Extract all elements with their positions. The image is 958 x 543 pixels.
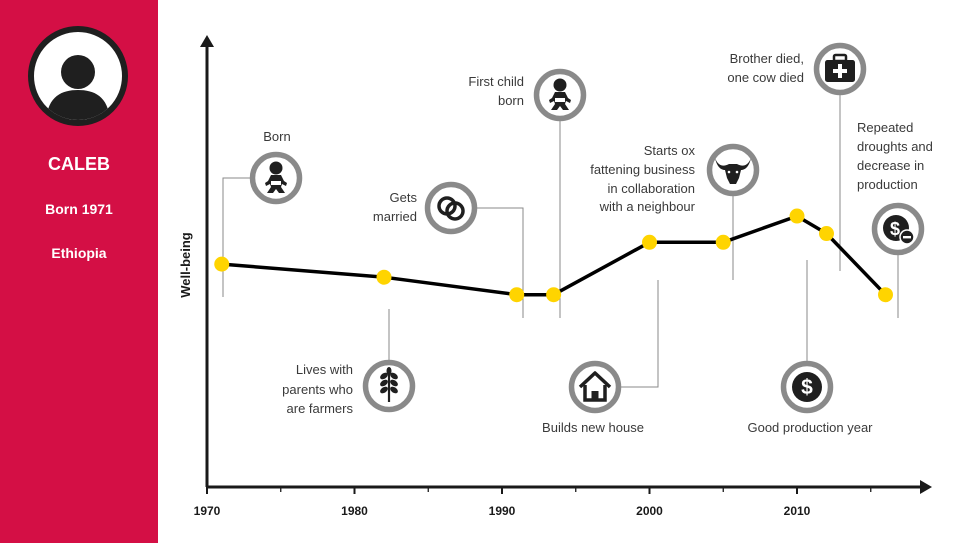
data-point — [642, 234, 657, 250]
event-label: First child — [468, 74, 524, 89]
event-label: Starts ox — [644, 143, 696, 158]
y-axis-arrow — [200, 35, 214, 47]
data-points — [214, 208, 893, 303]
profile-sidebar: CALEB Born 1971 Ethiopia — [0, 0, 158, 543]
rings-icon — [437, 196, 465, 221]
event-baby: Born — [222, 129, 303, 297]
event-ox: Starts ox fattening business in collaborat… — [590, 143, 760, 280]
profile-born: Born 1971 — [45, 201, 113, 217]
event-label: decrease in — [857, 158, 924, 173]
medical-kit-icon — [825, 53, 855, 82]
event-label: parents who — [282, 382, 353, 397]
event-label: droughts and — [857, 139, 933, 154]
baby-icon — [265, 161, 287, 193]
event-medical-kit: Brother died, one cow died — [727, 42, 867, 271]
event-label: fattening business — [590, 162, 695, 177]
leader-line — [620, 280, 659, 388]
wheat-icon — [380, 367, 398, 402]
x-axis-arrow — [920, 480, 932, 494]
x-ticks: 1970 1980 1990 2000 2010 — [194, 487, 872, 518]
person-icon — [46, 55, 110, 120]
svg-text:$: $ — [801, 376, 813, 399]
data-point — [715, 234, 731, 250]
avatar — [28, 26, 128, 126]
house-icon — [578, 371, 612, 402]
event-label: Builds new house — [542, 420, 644, 435]
event-label: Brother died, — [730, 51, 804, 66]
chart-axes: Well-being — [178, 35, 932, 494]
x-tick-label: 2000 — [636, 504, 663, 518]
x-tick-label: 1970 — [194, 504, 221, 518]
event-dollar: $ Good production year — [747, 260, 873, 435]
event-label: Lives with — [296, 362, 353, 377]
data-point — [789, 208, 805, 224]
data-point — [546, 287, 562, 303]
x-tick-label: 1980 — [341, 504, 368, 518]
data-point — [878, 287, 893, 303]
event-label: with a neighbour — [599, 199, 696, 214]
event-label: Repeated — [857, 120, 913, 135]
event-label: Good production year — [747, 420, 873, 435]
baby-icon — [549, 78, 571, 110]
event-label: are farmers — [287, 401, 354, 416]
event-house: Builds new house — [542, 280, 659, 435]
event-label: one cow died — [727, 70, 804, 85]
leader-line — [477, 207, 524, 318]
event-annotations: Born Lives with parents who are farmers Gets… — [222, 42, 933, 435]
svg-text:$: $ — [890, 219, 900, 239]
x-tick-label: 2010 — [784, 504, 811, 518]
event-label: in collaboration — [608, 181, 695, 196]
event-label: production — [857, 177, 918, 192]
dollar-icon: $ — [792, 372, 822, 402]
event-wheat: Lives with parents who are farmers — [282, 309, 416, 416]
event-label: married — [373, 209, 417, 224]
ox-icon — [715, 158, 751, 184]
y-axis-label: Well-being — [178, 232, 193, 298]
event-label: Born — [263, 129, 290, 144]
event-rings: Gets married — [373, 181, 524, 318]
data-point — [819, 226, 834, 242]
event-money-decrease: $ Repeated droughts and decrease in producti… — [857, 120, 933, 318]
money-decrease-icon: $ — [883, 215, 915, 245]
data-point — [376, 269, 392, 285]
data-point — [509, 287, 525, 303]
leader-line — [222, 177, 250, 297]
icon-badge — [424, 181, 478, 235]
profile-country: Ethiopia — [51, 245, 107, 261]
event-label: born — [498, 93, 524, 108]
data-point — [214, 256, 230, 272]
icon-badge — [568, 360, 622, 414]
series-line — [221, 214, 887, 297]
x-tick-label: 1990 — [489, 504, 516, 518]
event-baby: First child born — [468, 68, 587, 318]
profile-name: CALEB — [48, 154, 110, 174]
event-label: Gets — [390, 190, 418, 205]
